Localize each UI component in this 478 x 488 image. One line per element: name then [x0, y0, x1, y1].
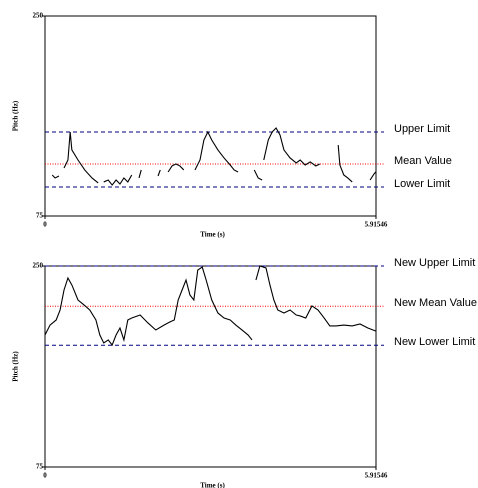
x-tick-label: 0: [43, 472, 47, 480]
reference-label: Lower Limit: [394, 178, 450, 190]
reference-label: Upper Limit: [394, 123, 450, 135]
x-tick-label: 5.91546: [365, 221, 388, 229]
reference-label: New Upper Limit: [394, 257, 475, 269]
y-axis-label: Pitch (Hz): [12, 100, 20, 131]
plot-frame: [44, 15, 377, 217]
y-axis-label: Pitch (Hz): [12, 351, 20, 382]
y-tick-label: 75: [36, 463, 44, 471]
plot-frame: [44, 265, 377, 468]
reference-label: New Lower Limit: [394, 336, 475, 348]
x-tick-label: 0: [43, 221, 47, 229]
x-axis-label: Time (s): [200, 231, 225, 239]
y-tick-label: 75: [36, 212, 44, 220]
pitch-contour: [51, 127, 377, 186]
y-tick-label: 250: [33, 262, 44, 270]
reference-label: New Mean Value: [394, 297, 477, 309]
x-tick-label: 5.91546: [365, 472, 388, 480]
reference-label: Mean Value: [394, 155, 452, 167]
y-tick-label: 250: [33, 12, 44, 20]
pitch-contour: [44, 265, 376, 347]
x-axis-label: Time (s): [200, 482, 225, 488]
